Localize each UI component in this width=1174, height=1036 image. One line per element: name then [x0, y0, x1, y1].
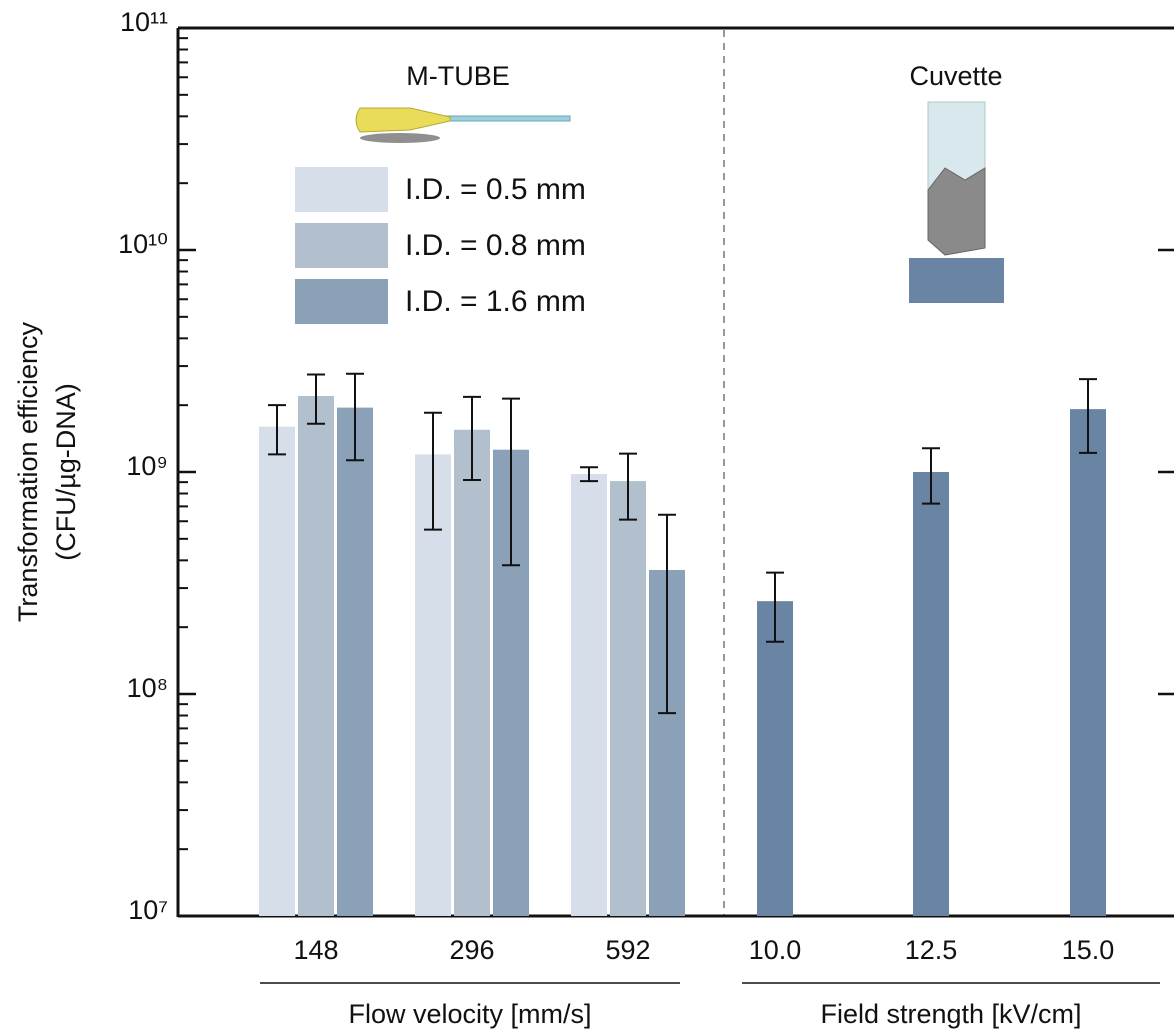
x-tick-label: 592	[605, 935, 650, 965]
bar	[610, 481, 646, 916]
legend-swatch	[295, 223, 388, 268]
bar	[337, 407, 373, 916]
legend-swatch	[295, 279, 388, 324]
x-tick-label: 10.0	[749, 935, 802, 965]
annotation: M-TUBE	[406, 61, 510, 91]
bar	[571, 473, 607, 916]
bar	[454, 429, 490, 916]
y-tick-label: 10¹¹	[120, 7, 168, 37]
legend-label: I.D. = 0.5 mm	[405, 173, 586, 206]
bar	[757, 601, 793, 916]
x-tick-label: 296	[449, 935, 494, 965]
bar	[913, 472, 949, 916]
bar	[1070, 409, 1106, 916]
legend-swatch	[909, 258, 1004, 303]
m-tube-icon	[355, 107, 571, 143]
y-tick-label: 10¹⁰	[118, 229, 168, 259]
y-axis-label: Transformation efficiency	[13, 321, 43, 622]
group-label: Flow velocity [mm/s]	[348, 999, 591, 1029]
legend-label: I.D. = 0.8 mm	[405, 229, 586, 262]
x-tick-label: 148	[293, 935, 338, 965]
bar	[259, 426, 295, 916]
y-tick-label: 10⁸	[127, 673, 168, 703]
group-label: Field strength [kV/cm]	[820, 999, 1081, 1029]
x-tick-label: 15.0	[1062, 935, 1115, 965]
legend-label: I.D. = 1.6 mm	[405, 285, 586, 318]
cuvette-icon	[927, 101, 986, 256]
bar	[298, 395, 334, 916]
y-tick-label: 10⁷	[128, 895, 168, 925]
bar	[415, 454, 451, 916]
annotation: Cuvette	[909, 61, 1002, 91]
legend-swatch	[295, 167, 388, 212]
y-axis-label: (CFU/µg-DNA)	[51, 383, 81, 561]
x-tick-label: 12.5	[905, 935, 958, 965]
y-tick-label: 10⁹	[126, 451, 168, 481]
